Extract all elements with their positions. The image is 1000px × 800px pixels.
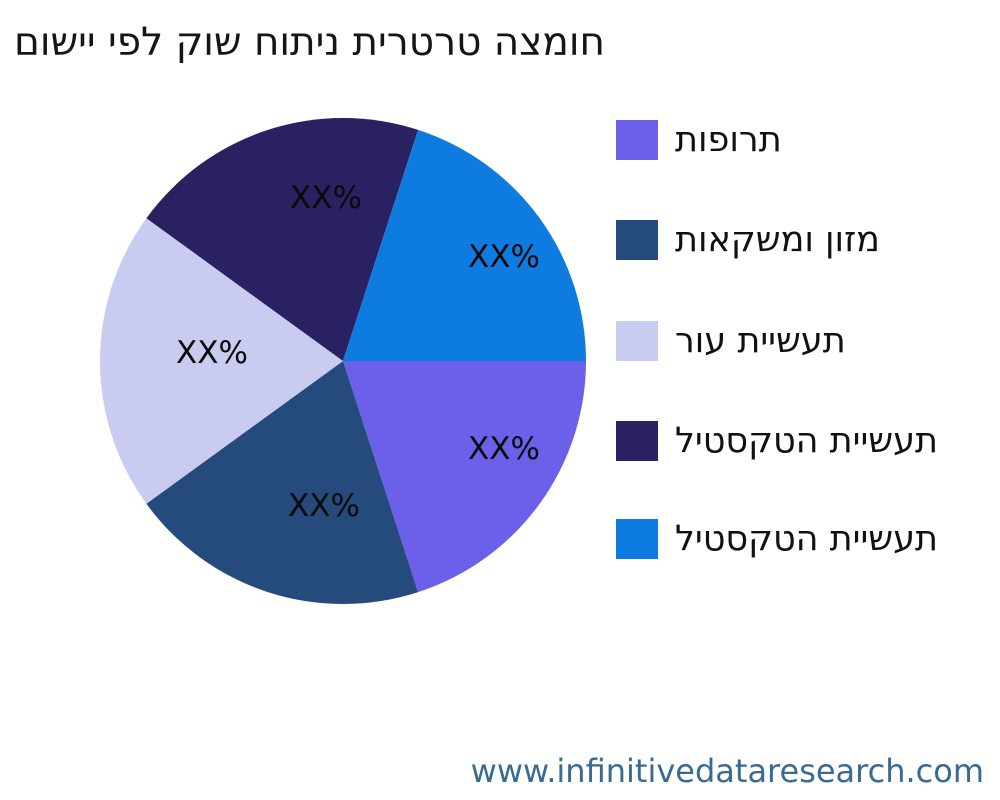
pie-slice-4 (343, 129, 586, 361)
legend: תרופות מזון ומשקאות תעשיית עור תעשיית הט… (616, 0, 1000, 620)
pie-slice-3 (146, 118, 419, 361)
watermark-url: www.infinitivedataresearch.com (470, 752, 984, 790)
legend-item: מזון ומשקאות (616, 220, 880, 260)
pie-slice-pct-label-2: XX% (176, 335, 248, 371)
pie-slice-pct-label-0: XX% (468, 431, 540, 467)
legend-item: תרופות (616, 120, 782, 160)
legend-label: תרופות (675, 120, 782, 160)
legend-swatch (616, 519, 658, 559)
pie-slice-pct-label-3: XX% (290, 180, 362, 216)
pie-slice-pct-label-1: XX% (288, 488, 360, 524)
legend-label: תעשיית הטקסטיל (675, 519, 939, 559)
legend-swatch (616, 220, 658, 260)
legend-item: תעשיית הטקסטיל (616, 519, 938, 559)
legend-label: תעשיית הטקסטיל (675, 421, 939, 461)
legend-label: מזון ומשקאות (675, 220, 880, 260)
legend-swatch (616, 321, 658, 361)
legend-swatch (616, 120, 658, 160)
legend-item: תעשיית עור (616, 321, 846, 361)
pie-slice-0 (343, 361, 586, 593)
legend-swatch (616, 421, 658, 461)
legend-label: תעשיית עור (675, 321, 846, 361)
pie-slice-1 (146, 361, 419, 604)
legend-item: תעשיית הטקסטיל (616, 421, 938, 461)
pie-slice-2 (100, 218, 343, 504)
chart-title: חומצה טרטרית ניתוח שוק לפי יישום (14, 20, 605, 65)
pie-slice-pct-label-4: XX% (468, 239, 540, 275)
